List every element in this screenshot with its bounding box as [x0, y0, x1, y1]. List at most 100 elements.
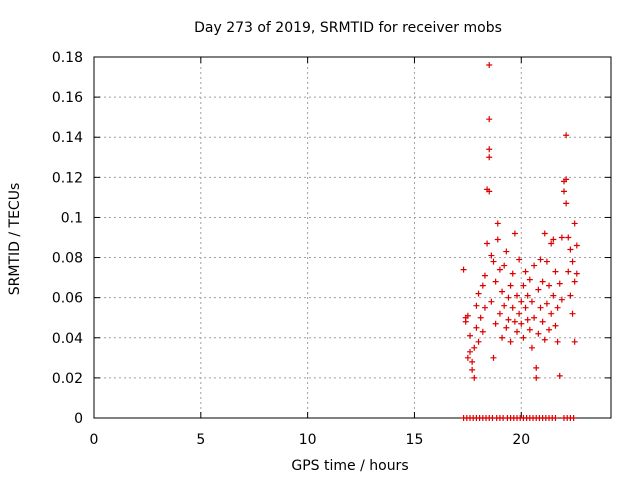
- data-point: [520, 282, 527, 289]
- data-point: [539, 318, 546, 325]
- data-point: [537, 304, 544, 311]
- data-point: [471, 374, 478, 381]
- data-point: [494, 220, 501, 227]
- data-point: [467, 332, 473, 339]
- y-tick-label: 0.18: [52, 50, 83, 66]
- data-point: [486, 154, 493, 161]
- data-point: [522, 268, 529, 275]
- data-point: [509, 304, 516, 311]
- x-tick-label: 20: [512, 432, 530, 448]
- data-point: [503, 248, 510, 255]
- data-point: [563, 132, 570, 139]
- data-point: [571, 220, 578, 227]
- data-point: [501, 302, 508, 309]
- data-point: [535, 330, 542, 337]
- data-point: [460, 266, 467, 273]
- data-point: [552, 322, 559, 329]
- data-point: [492, 278, 499, 285]
- data-point: [505, 316, 512, 323]
- data-point: [531, 314, 538, 321]
- data-point: [548, 310, 555, 317]
- data-point: [571, 278, 578, 285]
- data-point: [563, 176, 570, 183]
- plot-frame: [93, 56, 612, 419]
- data-point: [501, 262, 508, 269]
- data-point: [481, 304, 488, 311]
- y-tick-labels: 0 0.02 0.04 0.06 0.08 0.1 0.12 0.14 0.16 0.18: [52, 50, 83, 427]
- data-point: [494, 236, 501, 243]
- data-point: [573, 270, 580, 277]
- data-point: [528, 298, 535, 305]
- data-point: [469, 358, 476, 365]
- x-tick-label: 15: [406, 432, 424, 448]
- x-tick-label: 10: [299, 432, 317, 448]
- data-point: [539, 278, 546, 285]
- data-point: [550, 236, 557, 243]
- chart-title: Day 273 of 2019, SRMTID for receiver mob…: [194, 20, 502, 36]
- y-tick-label: 0: [74, 411, 83, 427]
- data-point: [499, 288, 506, 295]
- data-point: [486, 188, 493, 195]
- data-point: [528, 344, 535, 351]
- data-point: [479, 282, 486, 289]
- data-point: [524, 316, 531, 323]
- data-point: [486, 62, 493, 69]
- data-point: [492, 320, 499, 327]
- data-point: [561, 188, 567, 195]
- data-point: [526, 326, 533, 333]
- data-point: [537, 256, 544, 263]
- data-point: [567, 246, 574, 253]
- data-point: [503, 324, 510, 331]
- data-point: [507, 338, 514, 345]
- data-point: [514, 292, 520, 299]
- data-point: [511, 318, 518, 325]
- data-point: [520, 334, 527, 341]
- axis-ticks: [93, 56, 611, 419]
- y-tick-label: 0.14: [52, 130, 83, 146]
- data-point: [565, 268, 572, 275]
- data-point: [543, 300, 550, 307]
- data-point: [462, 318, 469, 325]
- data-point: [546, 326, 553, 333]
- data-point: [543, 258, 550, 265]
- x-tick-label: 5: [196, 432, 205, 448]
- x-tick-labels: 0 5 10 15 20: [90, 432, 531, 448]
- data-point: [552, 415, 559, 421]
- data-point: [475, 290, 482, 297]
- y-tick-label: 0.04: [52, 331, 83, 347]
- data-point: [524, 292, 531, 299]
- data-point: [464, 354, 471, 361]
- data-point: [548, 240, 555, 247]
- data-point: [522, 304, 529, 311]
- y-tick-label: 0.16: [52, 90, 83, 106]
- data-point: [469, 366, 476, 373]
- data-points: [460, 62, 580, 421]
- y-tick-label: 0.08: [52, 251, 83, 267]
- data-point: [546, 282, 553, 289]
- data-point: [516, 310, 523, 317]
- data-point: [570, 415, 577, 421]
- data-point: [531, 262, 538, 269]
- data-point: [569, 310, 576, 317]
- y-tick-label: 0.02: [52, 371, 83, 387]
- data-point: [479, 328, 486, 335]
- y-axis-label: SRMTID / TECUs: [7, 183, 23, 296]
- data-point: [473, 324, 480, 331]
- data-point: [518, 298, 525, 305]
- data-point: [526, 276, 533, 283]
- data-point: [509, 270, 516, 277]
- grid: [94, 57, 611, 418]
- data-point: [556, 280, 563, 287]
- data-point: [496, 310, 503, 317]
- data-point: [558, 296, 565, 303]
- data-point: [514, 328, 520, 335]
- y-tick-label: 0.1: [61, 210, 83, 226]
- data-point: [556, 372, 563, 379]
- data-point: [535, 286, 542, 293]
- data-point: [488, 298, 495, 305]
- data-point: [486, 146, 493, 153]
- data-point: [484, 240, 491, 247]
- data-point: [490, 258, 497, 265]
- data-point: [554, 338, 561, 345]
